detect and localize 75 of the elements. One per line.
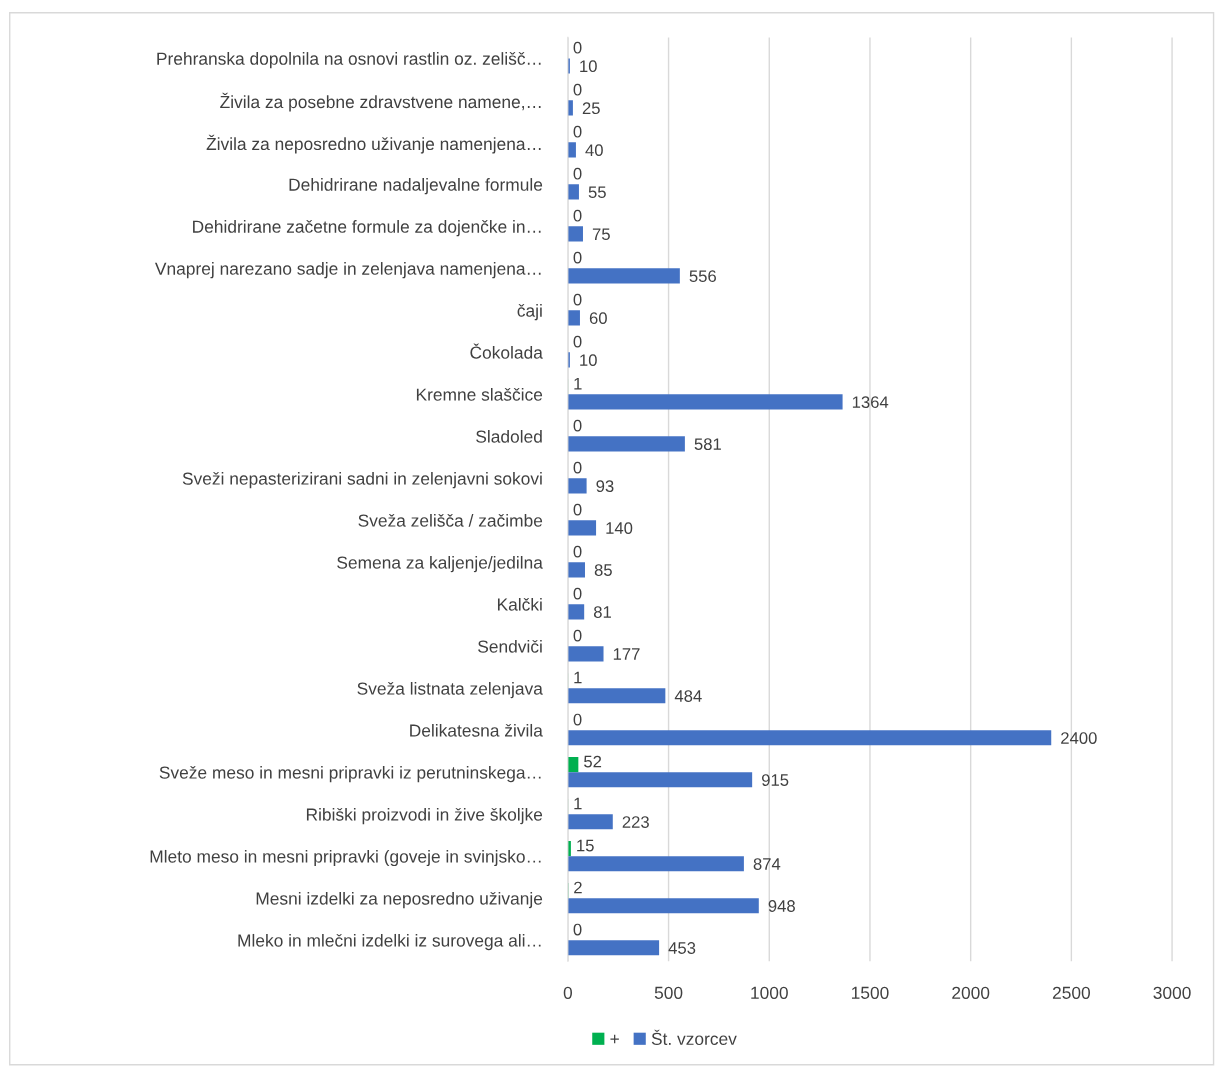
data-label: 93	[596, 480, 614, 493]
data-label: 0	[573, 251, 582, 264]
data-label: 55	[588, 186, 606, 199]
data-label: 948	[768, 900, 795, 912]
data-label: 60	[589, 312, 607, 325]
x-tick-label: 2500	[1052, 986, 1091, 999]
x-tick-label: 1500	[851, 986, 889, 999]
data-label: 581	[694, 438, 721, 451]
data-label: 484	[674, 690, 702, 702]
y-tick-label: Sveža listnata zelenjava	[357, 681, 543, 699]
data-label: 0	[573, 125, 582, 138]
data-label: 0	[573, 335, 582, 348]
data-label: 177	[613, 648, 640, 660]
data-label: 0	[573, 41, 582, 54]
data-label: 874	[753, 858, 781, 870]
data-label: 85	[594, 564, 612, 576]
data-label: 0	[573, 923, 582, 936]
y-tick-label: Živila za neposredno uživanje namenjena…	[206, 134, 541, 154]
y-tick-label: Dehidrirane začetne formule za dojenčke in…	[193, 220, 541, 237]
data-label: 0	[573, 503, 582, 516]
data-label: 15	[577, 839, 594, 852]
y-tick-label: Sveže meso in mesni pripravki iz perutninskega…	[159, 765, 541, 783]
data-label: 453	[668, 942, 696, 954]
y-tick-label: čaji	[517, 304, 542, 321]
legend-label: +	[610, 1034, 619, 1044]
legend-label: Št. vzorcev	[651, 1029, 737, 1046]
x-tick-label: 500	[654, 986, 683, 999]
y-tick-label: Sladoled	[476, 430, 542, 443]
data-label: 81	[593, 606, 611, 618]
data-label: 1	[574, 797, 582, 810]
data-label: 25	[582, 102, 600, 115]
data-label: 0	[573, 209, 582, 222]
y-tick-label: Delikatesna živila	[410, 723, 543, 737]
data-label: 915	[762, 774, 789, 786]
data-label: 223	[622, 816, 649, 828]
data-label: 0	[573, 461, 582, 474]
data-label: 0	[573, 167, 582, 180]
data-label: 0	[573, 419, 582, 432]
data-label: 2400	[1061, 732, 1097, 744]
data-label: 40	[585, 144, 603, 157]
y-tick-label: Vnaprej narezano sadje in zelenjava namenjena…	[154, 262, 541, 279]
data-label: 140	[606, 522, 633, 534]
data-label: 1364	[852, 396, 889, 409]
data-label: 0	[573, 713, 582, 726]
data-label: 10	[580, 60, 597, 73]
data-label: 0	[573, 629, 582, 642]
y-tick-label: Sveža zelišča / začimbe	[358, 513, 543, 527]
y-tick-label: Živila za posebne zdravstvene namene,…	[220, 92, 541, 112]
y-tick-label: Sendviči	[478, 639, 542, 653]
data-label: 0	[573, 293, 582, 306]
data-label: 0	[573, 545, 582, 558]
y-tick-label: Semena za kaljenje/jedilna	[337, 555, 543, 573]
data-label: 1	[574, 377, 582, 390]
x-tick-label: 2000	[952, 986, 990, 999]
y-tick-label: Prehranska dopolnila na osnovi rastlin oz. zelišč…	[157, 52, 541, 69]
data-label: 75	[592, 228, 610, 241]
data-label: 10	[580, 354, 597, 367]
x-tick-label: 0	[563, 986, 573, 999]
y-tick-label: Dehidrirane nadaljevalne formule	[289, 178, 543, 195]
y-tick-label: Čokolada	[470, 343, 543, 359]
data-label: 556	[689, 270, 716, 283]
y-tick-label: Mleko in mlečni izdelki iz surovega ali…	[238, 933, 541, 951]
x-tick-label: 1000	[751, 986, 788, 999]
data-label: 1	[574, 671, 582, 684]
y-tick-label: Kalčki	[497, 597, 542, 611]
x-tick-label: 3000	[1153, 986, 1191, 999]
y-tick-label: Mesni izdelki za neposredno uživanje	[256, 891, 543, 909]
y-tick-label: Sveži nepasterizirani sadni in zelenjavni sokovi	[182, 471, 542, 489]
data-label: 2	[574, 881, 582, 894]
data-label: 0	[573, 587, 582, 600]
y-tick-label: Mleto meso in mesni pripravki (goveje in svinjsko…	[150, 849, 541, 867]
data-label: 0	[573, 83, 582, 96]
data-label: 52	[584, 755, 602, 768]
y-tick-label: Kremne slaščice	[416, 387, 543, 401]
y-tick-label: Ribiški proizvodi in žive školjke	[306, 807, 543, 825]
